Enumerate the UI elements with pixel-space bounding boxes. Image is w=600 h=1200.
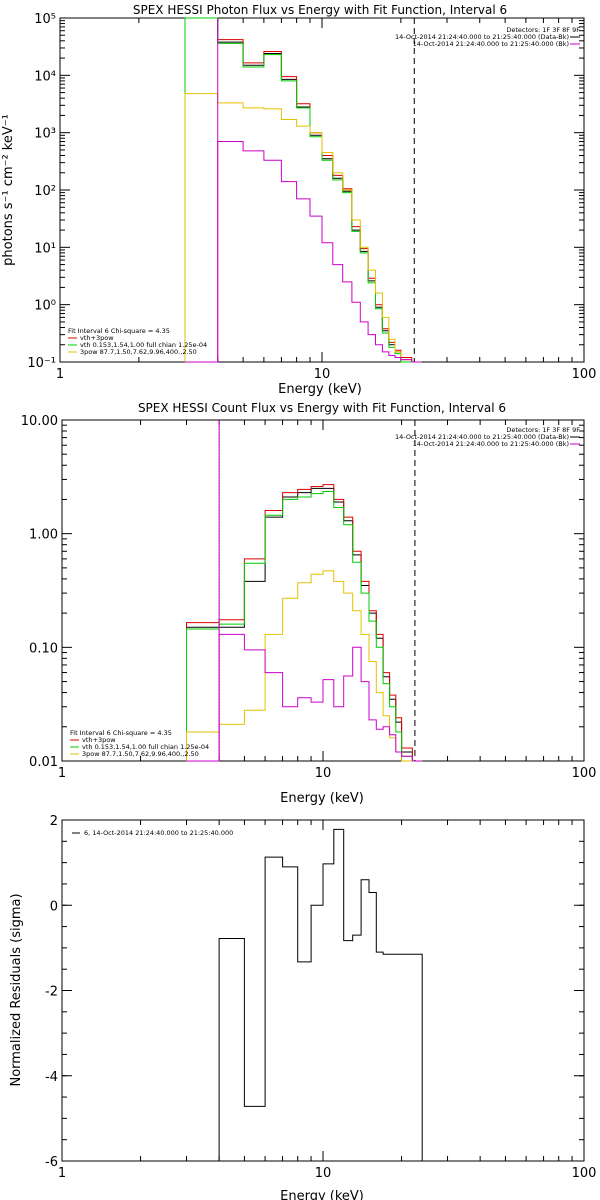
x-tick-label: 1 (56, 367, 64, 382)
y-tick-label: -2 (45, 985, 58, 1000)
count-plot-frame (61, 419, 585, 762)
y-tick-label: 10² (34, 184, 56, 199)
y-tick-label: 10.00 (21, 414, 58, 429)
count-panel-title: SPEX HESSI Count Flux vs Energy with Fit… (138, 401, 506, 415)
photon-flux-panel: SPEX HESSI Photon Flux vs Energy with Fi… (1, 3, 596, 397)
photon-data-interval-text: 14-Oct-2014 21:24:40.000 to 21:25:40.000… (395, 33, 569, 41)
count-info-box: Detectors: 1F 3F 8F 9F 14-Oct-2014 21:24… (395, 426, 580, 448)
count-legend-header: Fit Interval 6 Chi-square = 4.35 (70, 729, 172, 737)
series-total-line (186, 487, 423, 762)
photon-legend: Fit Interval 6 Chi-square = 4.35 vth+3po… (68, 327, 207, 356)
x-tick-label: 10 (314, 367, 331, 382)
series-bk-line (186, 633, 423, 762)
series-vth_3pow-line (186, 484, 423, 762)
series-pow-line (186, 570, 423, 762)
residuals-panel: 1 10 100 -6 -4 -2 0 2 Energy (keV) Normalized R… (9, 814, 596, 1200)
photon-plot-frame (59, 17, 585, 363)
photon-bk-interval-text: 14-Oct-2014 21:24:40.000 to 21:25:40.000… (413, 40, 569, 48)
photon-legend-label-pow: 3pow 87.7,1.50,7.62,9.96,400.,2.50 (80, 348, 197, 356)
x-tick-label: 1 (58, 766, 66, 781)
x-tick-label: 100 (572, 766, 597, 781)
count-bk-interval-text: 14-Oct-2014 21:24:40.000 to 21:25:40.000… (413, 440, 569, 448)
photon-panel-title: SPEX HESSI Photon Flux vs Energy with Fi… (133, 3, 507, 17)
series-vth_3pow-line (184, 17, 422, 363)
y-tick-label: -4 (45, 1070, 58, 1085)
residuals-y-axis-label: Normalized Residuals (sigma) (9, 893, 24, 1086)
photon-legend-label-vth: vth 0.153,1.54,1.00 full chian 1.25e-04 (80, 341, 207, 349)
y-tick-label: 10⁰ (34, 299, 56, 314)
series-pow-line (184, 93, 422, 363)
x-tick-label: 100 (572, 1166, 597, 1181)
photon-detectors-text: Detectors: 1F 3F 8F 9F (506, 26, 580, 34)
count-flux-panel: SPEX HESSI Count Flux vs Energy with Fit… (21, 401, 597, 806)
series-total-line (218, 828, 423, 1161)
residuals-legend-label: 6, 14-Oct-2014 21:24:40.000 to 21:25:40.… (84, 829, 233, 837)
series-vth-line (186, 491, 423, 762)
series-total-line (184, 17, 422, 363)
count-x-axis-label: Energy (keV) (280, 791, 364, 806)
y-tick-label: 0.01 (29, 755, 58, 770)
photon-info-box: Detectors: 1F 3F 8F 9F 14-Oct-2014 21:24… (395, 26, 580, 48)
y-tick-label: -6 (45, 1155, 58, 1170)
y-tick-label: 2 (50, 814, 58, 829)
count-data-interval-text: 14-Oct-2014 21:24:40.000 to 21:25:40.000… (395, 433, 569, 441)
y-tick-label: 10⁴ (34, 69, 56, 84)
count-legend-label-vth: vth 0.153,1.54,1.00 full chian 1.25e-04 (82, 743, 209, 751)
y-tick-label: 10¹ (34, 241, 56, 256)
x-tick-label: 10 (315, 766, 332, 781)
photon-legend-label-vth-3pow: vth+3pow (80, 334, 114, 342)
x-tick-label: 10 (315, 1166, 332, 1181)
count-detectors-text: Detectors: 1F 3F 8F 9F (506, 426, 580, 434)
count-legend-label-pow: 3pow 87.7,1.50,7.62,9.96,400.,2.50 (82, 750, 199, 758)
y-tick-label: 1.00 (29, 528, 58, 543)
y-tick-label: 0 (50, 899, 58, 914)
series-vth-line (184, 17, 422, 363)
y-tick-label: 10⁵ (34, 12, 56, 27)
photon-x-axis-label: Energy (keV) (278, 382, 362, 397)
x-tick-label: 100 (572, 367, 597, 382)
y-tick-label: 10⁻¹ (27, 356, 56, 371)
x-tick-label: 1 (58, 1166, 66, 1181)
y-tick-label: 10³ (34, 127, 56, 142)
residuals-x-axis-label: Energy (keV) (280, 1189, 364, 1200)
photon-legend-header: Fit Interval 6 Chi-square = 4.35 (68, 327, 170, 335)
series-bk-line (185, 141, 422, 363)
count-legend-label-vth-3pow: vth+3pow (82, 736, 116, 744)
y-tick-label: 0.10 (29, 641, 58, 656)
photon-y-axis-label: photons s⁻¹ cm⁻² keV⁻¹ (1, 114, 16, 266)
residuals-legend: 6, 14-Oct-2014 21:24:40.000 to 21:25:40.… (72, 829, 233, 837)
count-legend: Fit Interval 6 Chi-square = 4.35 vth+3po… (70, 729, 209, 758)
